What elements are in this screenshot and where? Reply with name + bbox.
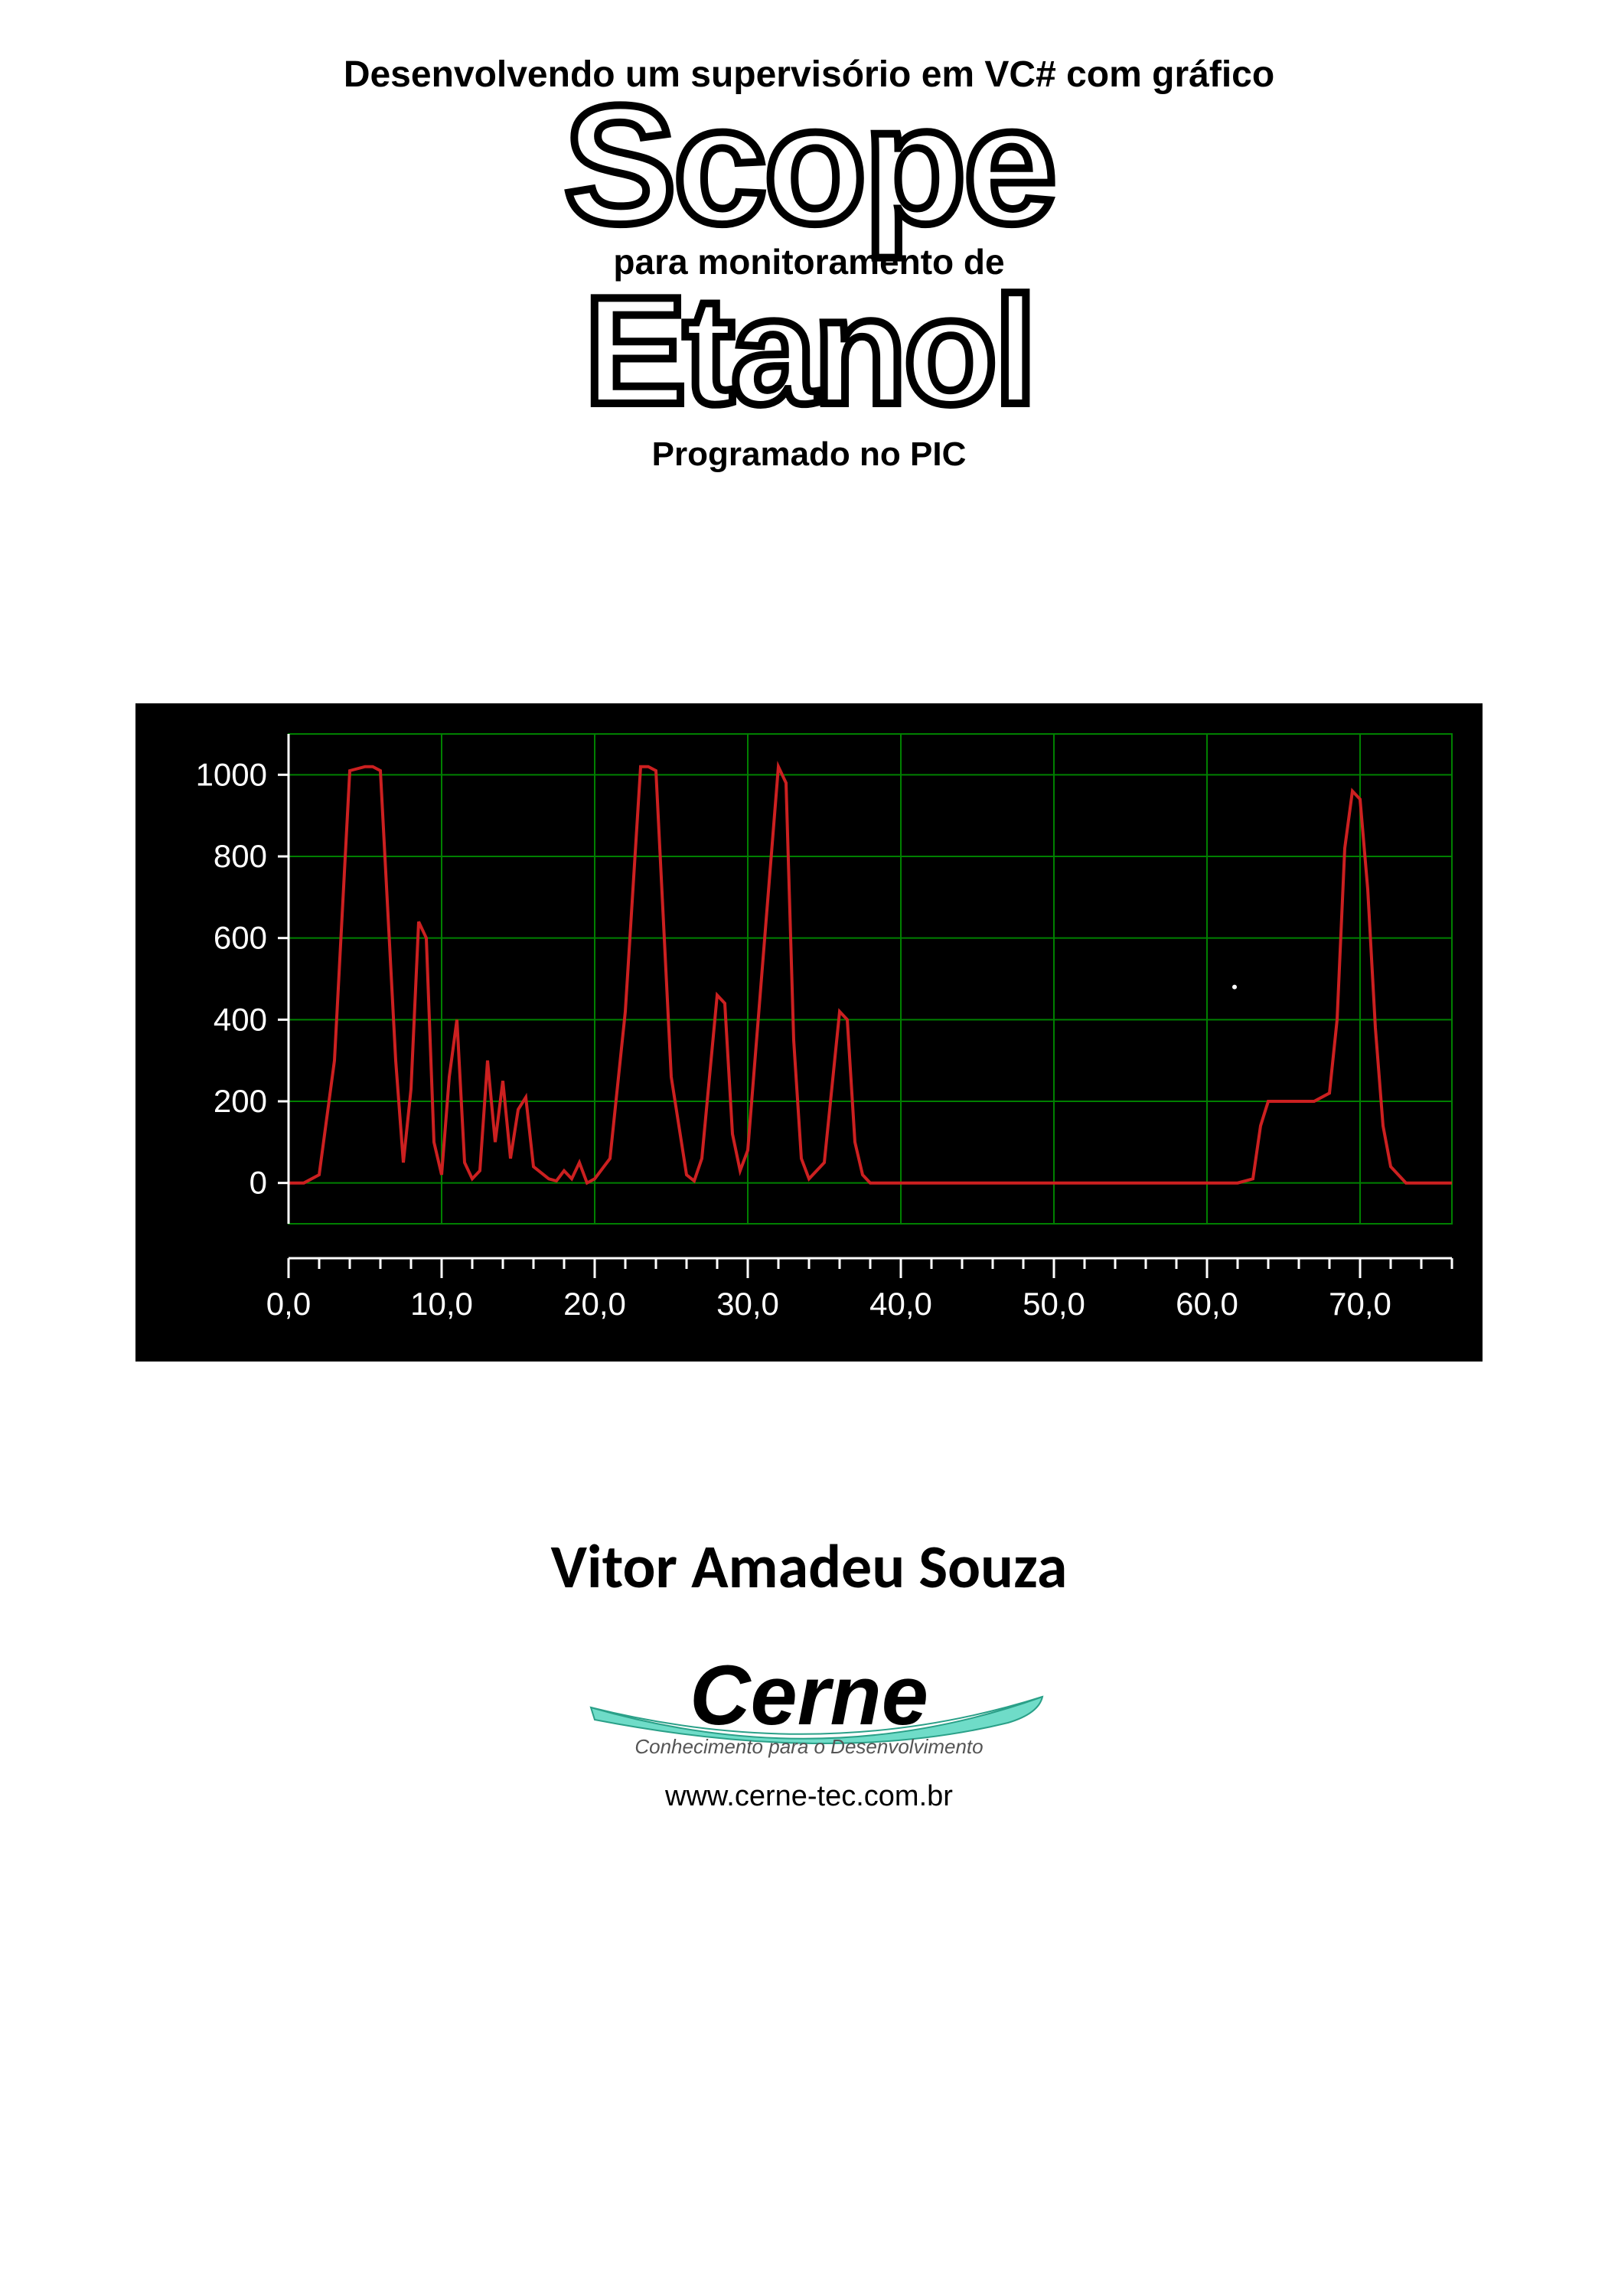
title-word-scope: Scope: [564, 80, 1054, 249]
svg-text:0,0: 0,0: [266, 1286, 311, 1322]
svg-text:70,0: 70,0: [1329, 1286, 1391, 1322]
scope-chart: 0 200 400 600 800 1000 0,0 10,0 20,0 30,0 40,0 50,0…: [135, 703, 1483, 1362]
cover-page: Desenvolvendo um supervisório em VC# com…: [0, 0, 1618, 2296]
svg-text:60,0: 60,0: [1176, 1286, 1238, 1322]
logo-brand-text: Cerne: [690, 1658, 928, 1733]
svg-text:200: 200: [214, 1083, 267, 1119]
scope-chart-svg: 0 200 400 600 800 1000 0,0 10,0 20,0 30,0 40,0 50,0…: [135, 703, 1483, 1362]
svg-text:800: 800: [214, 838, 267, 874]
logo-url: www.cerne-tec.com.br: [665, 1780, 953, 1813]
svg-text:40,0: 40,0: [869, 1286, 932, 1322]
svg-text:10,0: 10,0: [410, 1286, 473, 1322]
title-word-etanol: Etanol: [584, 275, 1033, 428]
subtitle-2: Programado no PIC: [652, 435, 967, 474]
svg-text:50,0: 50,0: [1023, 1286, 1085, 1322]
svg-text:30,0: 30,0: [716, 1286, 779, 1322]
svg-text:600: 600: [214, 920, 267, 956]
publisher-logo: Cerne Conhecimento para o Desenvolviment…: [549, 1658, 1069, 1813]
svg-text:1000: 1000: [196, 756, 267, 792]
svg-text:0: 0: [250, 1165, 267, 1201]
svg-text:400: 400: [214, 1001, 267, 1037]
svg-text:20,0: 20,0: [563, 1286, 626, 1322]
author-name: Vitor Amadeu Souza: [551, 1530, 1068, 1604]
